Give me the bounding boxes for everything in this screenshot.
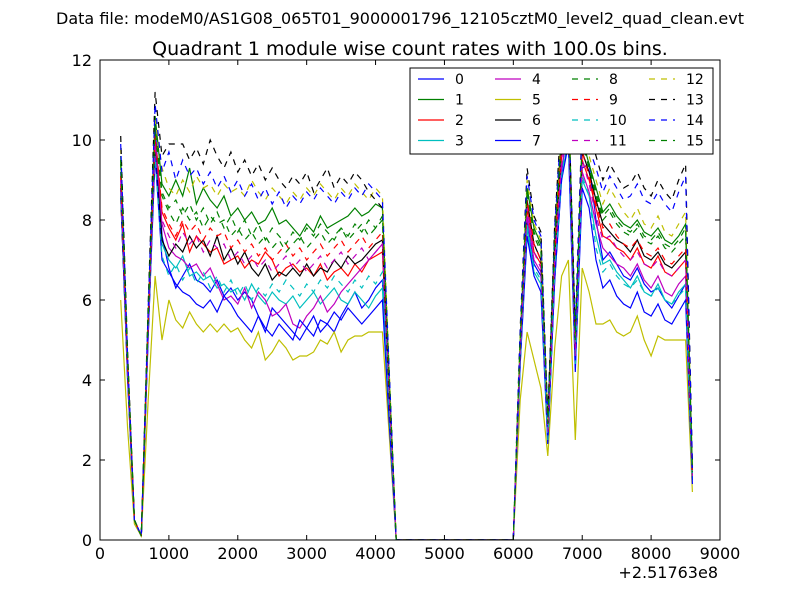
legend-label: 13 xyxy=(686,93,704,109)
series-line-12 xyxy=(120,91,693,540)
legend-box xyxy=(409,67,714,155)
series-line-15 xyxy=(120,99,693,540)
chart-title: Quadrant 1 module wise count rates with … xyxy=(152,38,668,60)
x-tick-label: 0 xyxy=(95,544,105,563)
legend-label: 8 xyxy=(609,72,618,88)
series-line-3 xyxy=(120,135,693,540)
x-tick-label: 7000 xyxy=(562,544,603,563)
series-line-2 xyxy=(120,115,693,540)
legend-label: 12 xyxy=(686,72,704,88)
x-tick-label: 8000 xyxy=(631,544,672,563)
series-line-4 xyxy=(120,127,693,540)
y-tick-label: 6 xyxy=(82,291,92,310)
y-tick-label: 0 xyxy=(82,531,92,550)
legend-label: 3 xyxy=(455,134,464,150)
legend-label: 9 xyxy=(609,93,618,109)
series-line-7 xyxy=(120,143,693,540)
series-line-14 xyxy=(120,95,693,540)
x-tick-label: 9000 xyxy=(700,544,741,563)
legend-label: 5 xyxy=(532,93,541,109)
axes-layer: 0 1000 2000 3000 4000 5000 6000 7000 8000 9000 0 2 4… xyxy=(72,51,741,563)
legend-label: 6 xyxy=(532,113,541,129)
suptitle: Data file: modeM0/AS1G08_065T01_90000017… xyxy=(56,9,744,29)
x-tick-label: 6000 xyxy=(493,544,534,563)
x-tick-label: 4000 xyxy=(355,544,396,563)
y-tick-label: 2 xyxy=(82,451,92,470)
plot-frame xyxy=(99,59,721,541)
series-line-11 xyxy=(120,115,693,540)
series-line-10 xyxy=(120,131,693,540)
x-offset-label: +2.51763e8 xyxy=(618,563,718,582)
legend-label: 1 xyxy=(455,93,464,109)
legend-label: 10 xyxy=(609,113,627,129)
y-tick-label: 10 xyxy=(72,131,92,150)
x-tick-label: 5000 xyxy=(424,544,465,563)
y-tick-label: 4 xyxy=(82,371,92,390)
legend-label: 0 xyxy=(455,72,464,88)
x-tick-label: 2000 xyxy=(217,544,258,563)
series-line-9 xyxy=(120,107,693,540)
series-layer xyxy=(120,91,693,540)
y-tick-label: 12 xyxy=(72,51,92,70)
legend-label: 4 xyxy=(532,72,541,88)
series-line-8 xyxy=(120,99,693,540)
legend-label: 7 xyxy=(532,134,541,150)
series-line-6 xyxy=(120,107,693,540)
legend-label: 11 xyxy=(609,134,627,150)
x-tick-label: 1000 xyxy=(149,544,190,563)
series-line-5 xyxy=(120,259,693,540)
series-line-0 xyxy=(120,119,693,540)
y-tick-label: 8 xyxy=(82,211,92,230)
series-line-1 xyxy=(120,99,693,540)
series-line-13 xyxy=(120,91,693,540)
legend-label: 15 xyxy=(686,134,704,150)
legend-label: 14 xyxy=(686,113,704,129)
legend-label: 2 xyxy=(455,113,464,129)
x-tick-label: 3000 xyxy=(286,544,327,563)
